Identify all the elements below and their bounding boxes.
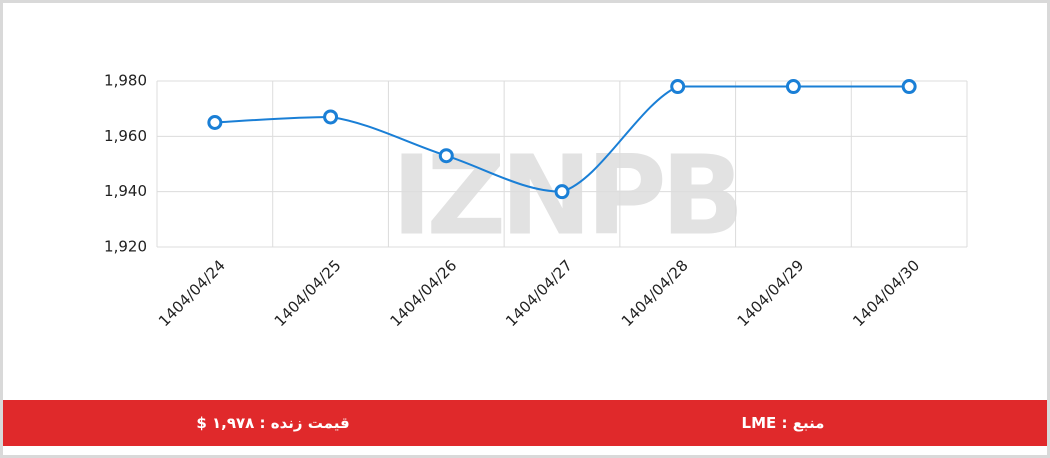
live-price: قیمت زنده : ۱,۹۷۸ $ (196, 414, 350, 432)
data-point (785, 79, 801, 95)
source: منبع : LME (741, 414, 825, 432)
data-point (207, 115, 223, 130)
x-tick-label: 1404/04/25 (271, 256, 345, 330)
data-point (323, 109, 339, 125)
x-tick-label: 1404/04/27 (502, 256, 576, 330)
data-point (554, 184, 570, 200)
footer-bar: قیمت زنده : ۱,۹۷۸ $ منبع : LME (3, 400, 1047, 446)
y-tick-label: 1,920 (104, 238, 147, 256)
x-tick-label: 1404/04/29 (734, 256, 808, 330)
data-point (901, 79, 917, 95)
y-tick-label: 1,980 (104, 72, 147, 90)
x-tick-label: 1404/04/24 (155, 256, 229, 330)
y-tick-label: 1,940 (104, 182, 147, 200)
x-tick-label: 1404/04/26 (386, 256, 460, 330)
x-tick-label: 1404/04/28 (618, 256, 692, 330)
x-tick-label: 1404/04/30 (849, 256, 923, 330)
data-point (670, 79, 686, 95)
y-tick-label: 1,960 (104, 127, 147, 145)
data-point (438, 148, 454, 164)
